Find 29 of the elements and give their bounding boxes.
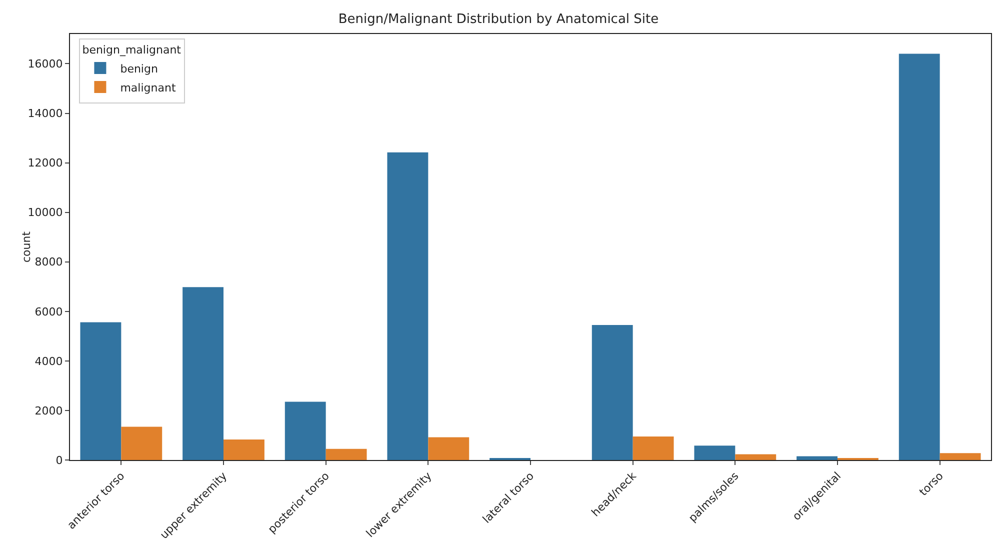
y-tick-label: 10000: [28, 206, 63, 220]
y-tick-label: 4000: [34, 354, 63, 368]
y-tick-label: 6000: [34, 305, 63, 318]
legend-label: malignant: [120, 81, 176, 94]
bar: [898, 54, 940, 460]
bar: [121, 426, 162, 460]
bar: [592, 325, 633, 460]
bar: [182, 287, 224, 460]
bar: [632, 436, 674, 460]
legend-title: benign_malignant: [82, 44, 182, 57]
bar: [80, 322, 122, 460]
y-tick-label: 0: [56, 454, 63, 467]
bar: [796, 456, 838, 460]
bar: [735, 454, 776, 460]
bar: [428, 437, 470, 460]
y-tick-label: 14000: [28, 107, 63, 120]
y-tick-label: 2000: [34, 404, 63, 418]
y-tick-label: 16000: [28, 58, 63, 71]
chart-title: Benign/Malignant Distribution by Anatomical Site: [338, 12, 659, 28]
bar: [387, 152, 428, 460]
bar: [940, 453, 981, 460]
bar: [224, 439, 264, 460]
bar: [284, 402, 326, 460]
bar: [694, 446, 736, 460]
legend-label: benign: [120, 62, 158, 76]
y-axis-title: count: [20, 230, 33, 263]
y-tick-label: 8000: [34, 256, 63, 269]
y-tick-label: 12000: [28, 156, 63, 170]
bar: [326, 448, 367, 460]
